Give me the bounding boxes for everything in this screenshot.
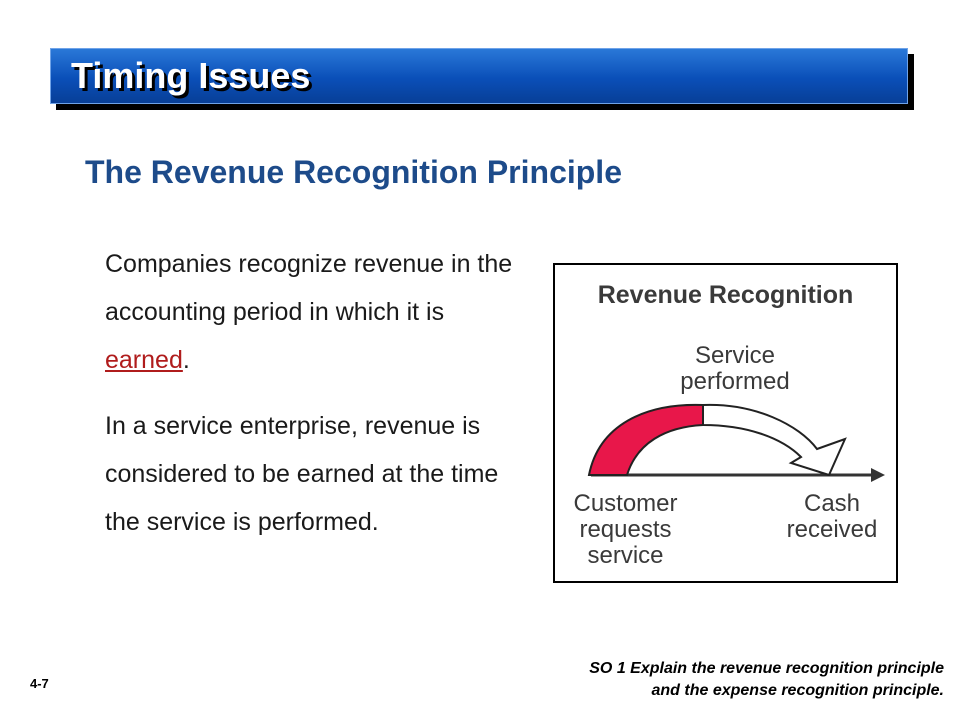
study-objective-line1: SO 1 Explain the revenue recognition pri… — [589, 660, 944, 677]
label-customer-line1: Customer — [573, 490, 678, 517]
earned-highlight: earned — [105, 346, 183, 374]
study-objective: SO 1 Explain the revenue recognition pri… — [589, 658, 944, 702]
figure-title: Revenue Recognition — [597, 281, 854, 309]
study-objective-line2: and the expense recognition principle. — [651, 682, 945, 699]
label-service-line1: Service — [694, 342, 776, 369]
label-customer-line2: requests — [579, 516, 672, 543]
label-cash-received: Cash received — [767, 491, 897, 543]
timeline-arrowhead — [871, 468, 885, 482]
paragraph-service-enterprise: In a service enterprise, revenue is cons… — [105, 412, 499, 536]
paragraph-definition: Companies recognize revenue in the accou… — [105, 240, 525, 384]
timeline-arrow-diagram — [587, 403, 885, 482]
title-bar-box: Timing Issues — [50, 48, 908, 104]
slide-title: Timing Issues — [71, 55, 311, 96]
white-arc-arrow — [702, 403, 847, 477]
red-arc-segment — [587, 403, 704, 476]
label-cash-line1: Cash — [803, 490, 861, 517]
label-customer-line3: service — [587, 542, 664, 569]
label-service-performed: Service performed — [655, 343, 815, 395]
paragraph-definition-text: Companies recognize revenue in the accou… — [105, 250, 513, 326]
label-customer-requests-service: Customer requests service — [563, 491, 688, 569]
slide-number: 4-7 — [30, 676, 49, 691]
slide-subtitle: The Revenue Recognition Principle — [85, 154, 622, 190]
label-service-line2: performed — [680, 368, 790, 395]
label-cash-line2: received — [786, 516, 878, 543]
revenue-recognition-figure: Revenue Recognition Service performed Cu… — [553, 263, 898, 583]
paragraph-definition-end: . — [182, 346, 190, 374]
title-bar: Timing Issues — [50, 48, 914, 110]
